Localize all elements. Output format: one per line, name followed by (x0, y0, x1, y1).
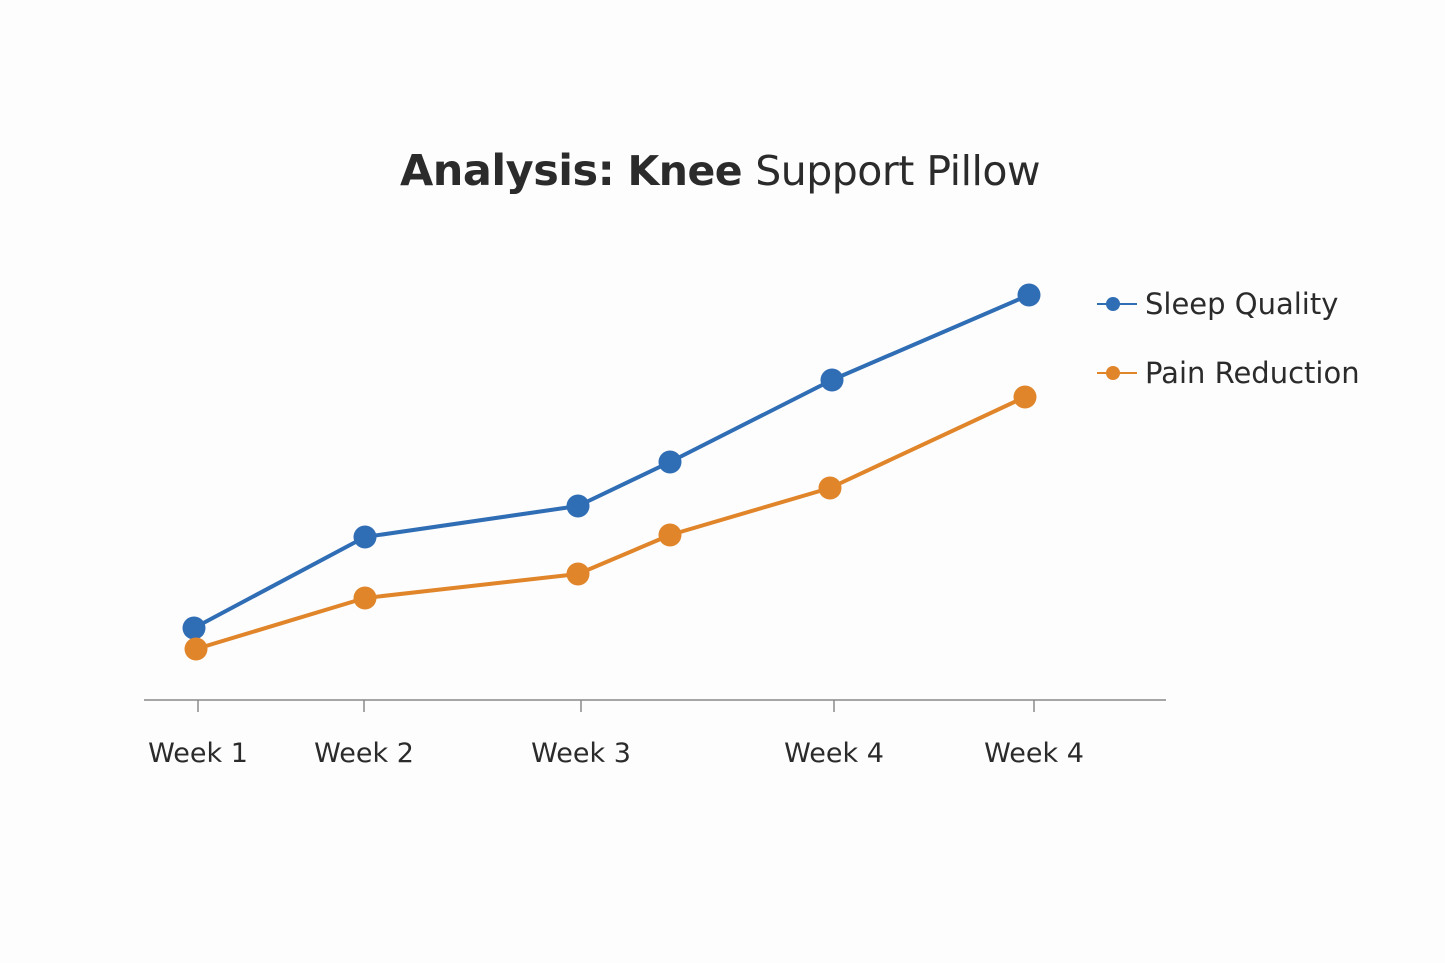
x-tick-label: Week 4 (984, 738, 1084, 769)
series-pain-reduction (184, 385, 1037, 661)
title-part-knee: Knee (627, 147, 743, 195)
title-part-analysis: Analysis: (400, 146, 615, 196)
data-point-marker[interactable] (182, 616, 206, 640)
legend-label: Pain Reduction (1145, 356, 1360, 390)
legend-label: Sleep Quality (1145, 287, 1339, 321)
data-point-marker[interactable] (184, 637, 208, 661)
x-axis-ticks (197, 700, 1035, 712)
legend-item-pain-reduction[interactable]: Pain Reduction (1095, 353, 1360, 393)
chart-title: Analysis: Knee Support Pillow (0, 146, 1440, 196)
series-sleep-quality (182, 283, 1041, 640)
series-line (193, 293, 1030, 630)
x-tick-label: Week 2 (314, 738, 414, 769)
data-point-marker[interactable] (818, 476, 842, 500)
title-part-product: Support Pillow (755, 147, 1040, 195)
data-point-marker[interactable] (353, 586, 377, 610)
data-point-marker[interactable] (566, 494, 590, 518)
x-tick-label: Week 3 (531, 738, 631, 769)
data-point-marker[interactable] (658, 523, 682, 547)
data-point-marker[interactable] (353, 525, 377, 549)
data-point-marker[interactable] (1013, 385, 1037, 409)
data-point-marker[interactable] (1017, 283, 1041, 307)
data-point-marker[interactable] (658, 450, 682, 474)
series-line (195, 395, 1026, 651)
legend-item-sleep-quality[interactable]: Sleep Quality (1095, 284, 1338, 324)
data-point-marker[interactable] (566, 562, 590, 586)
data-point-marker[interactable] (820, 368, 844, 392)
legend-line-marker-icon (1095, 353, 1139, 393)
x-tick-label: Week 4 (784, 738, 884, 769)
legend-line-marker-icon (1095, 284, 1139, 324)
series-layer (182, 283, 1041, 661)
x-tick-label: Week 1 (148, 738, 248, 769)
